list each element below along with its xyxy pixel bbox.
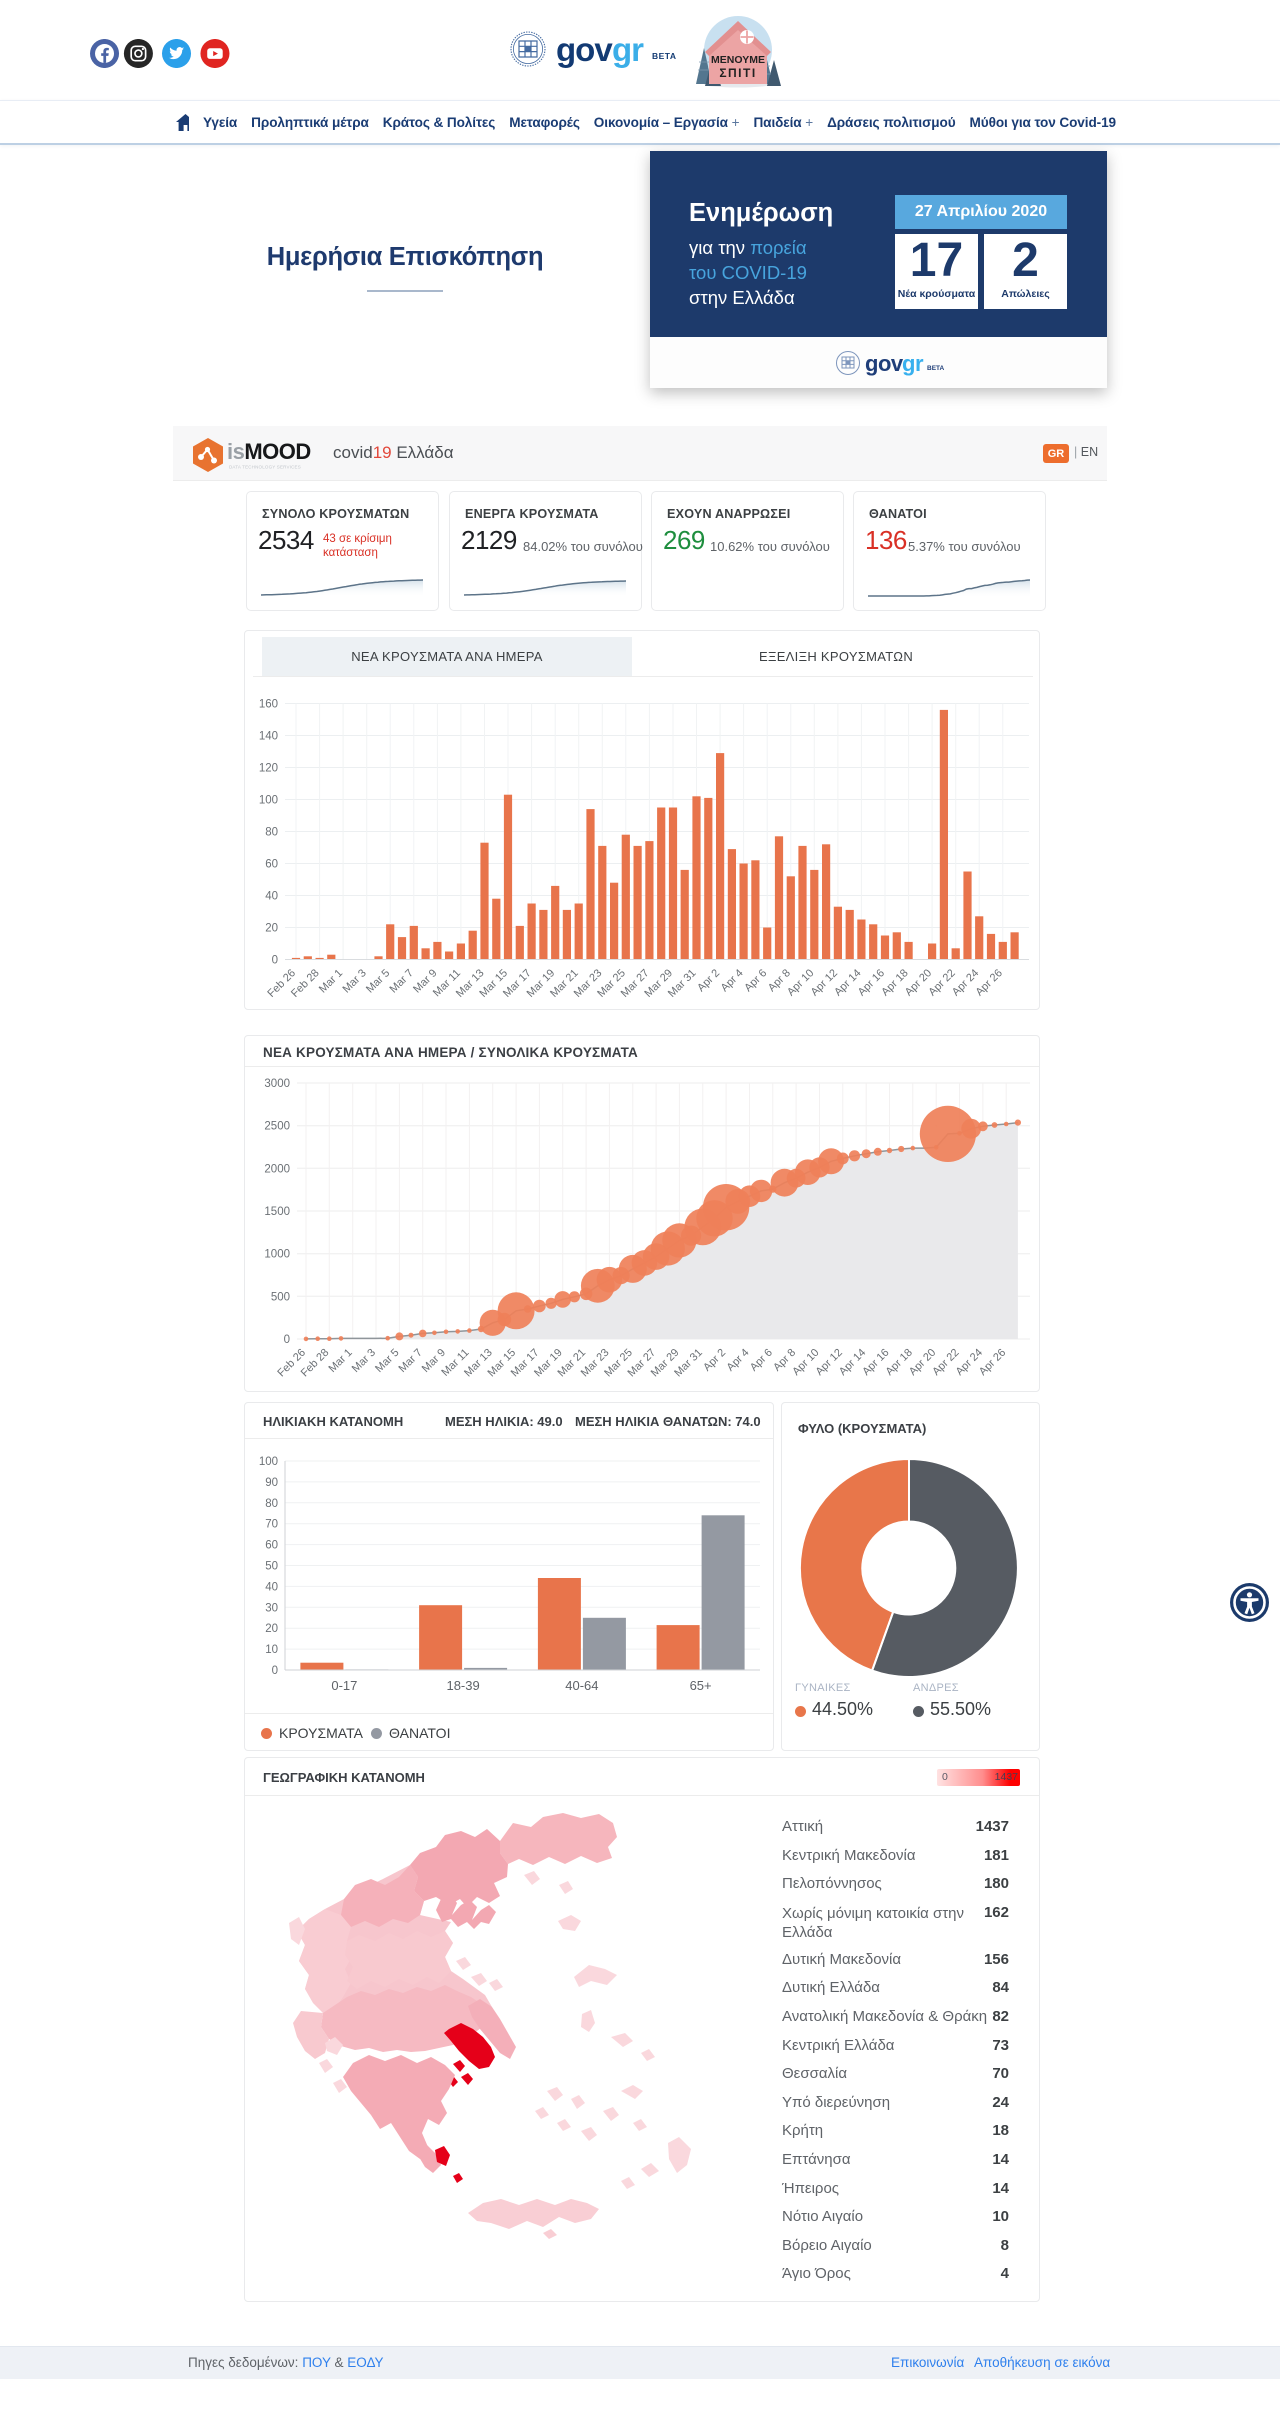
svg-text:Mar 1: Mar 1	[317, 967, 345, 995]
svg-text:BETA: BETA	[927, 365, 945, 372]
svg-text:Mar 3: Mar 3	[340, 967, 368, 995]
svg-text:gr: gr	[902, 351, 924, 376]
svg-text:Mar 5: Mar 5	[373, 1347, 401, 1375]
svg-text:Apr 2: Apr 2	[695, 967, 722, 994]
svg-text:140: 140	[259, 731, 278, 743]
svg-text:Mar 3: Mar 3	[350, 1347, 378, 1375]
svg-text:1000: 1000	[264, 1249, 290, 1261]
svg-text:ΜΕΝΟΥΜΕ: ΜΕΝΟΥΜΕ	[711, 54, 765, 66]
svg-text:30: 30	[265, 1602, 278, 1614]
svg-text:Apr 4: Apr 4	[725, 1347, 752, 1374]
svg-text:100: 100	[259, 1456, 278, 1468]
svg-text:3000: 3000	[264, 1078, 290, 1090]
svg-text:Apr 6: Apr 6	[748, 1347, 775, 1374]
svg-text:1500: 1500	[264, 1206, 290, 1218]
svg-text:Mar 7: Mar 7	[388, 967, 416, 995]
svg-text:60: 60	[265, 859, 278, 871]
svg-text:50: 50	[265, 1561, 278, 1573]
svg-text:80: 80	[265, 827, 278, 839]
svg-text:40: 40	[265, 891, 278, 903]
svg-text:0-17: 0-17	[331, 1678, 357, 1693]
svg-text:0: 0	[272, 955, 278, 967]
svg-text:Apr 4: Apr 4	[719, 967, 746, 994]
svg-text:0: 0	[284, 1334, 290, 1346]
svg-text:2500: 2500	[264, 1121, 290, 1133]
svg-text:Mar 1: Mar 1	[326, 1347, 354, 1375]
svg-text:20: 20	[265, 1623, 278, 1635]
svg-text:20: 20	[265, 923, 278, 935]
svg-text:90: 90	[265, 1477, 278, 1489]
svg-text:40: 40	[265, 1581, 278, 1593]
svg-text:60: 60	[265, 1540, 278, 1552]
svg-text:gov: gov	[556, 31, 613, 68]
svg-text:500: 500	[271, 1291, 290, 1303]
svg-text:160: 160	[259, 699, 278, 711]
svg-text:0: 0	[272, 1665, 278, 1677]
svg-text:BETA: BETA	[652, 51, 677, 61]
svg-text:gov: gov	[865, 351, 904, 376]
svg-text:Apr 2: Apr 2	[701, 1347, 728, 1374]
svg-text:Mar 7: Mar 7	[396, 1347, 424, 1375]
svg-text:65+: 65+	[690, 1678, 712, 1693]
svg-text:ΣΠΙΤΙ: ΣΠΙΤΙ	[719, 66, 756, 80]
svg-text:gr: gr	[612, 31, 644, 68]
svg-text:100: 100	[259, 795, 278, 807]
svg-text:40-64: 40-64	[565, 1678, 598, 1693]
svg-text:Mar 5: Mar 5	[364, 967, 392, 995]
svg-text:10: 10	[265, 1644, 278, 1656]
svg-text:70: 70	[265, 1519, 278, 1531]
svg-text:2000: 2000	[264, 1163, 290, 1175]
svg-text:Apr 6: Apr 6	[742, 967, 769, 994]
svg-text:120: 120	[259, 763, 278, 775]
svg-text:Apr 26: Apr 26	[974, 967, 1005, 998]
svg-text:Apr 26: Apr 26	[977, 1347, 1008, 1378]
svg-text:18-39: 18-39	[446, 1678, 479, 1693]
svg-text:80: 80	[265, 1498, 278, 1510]
